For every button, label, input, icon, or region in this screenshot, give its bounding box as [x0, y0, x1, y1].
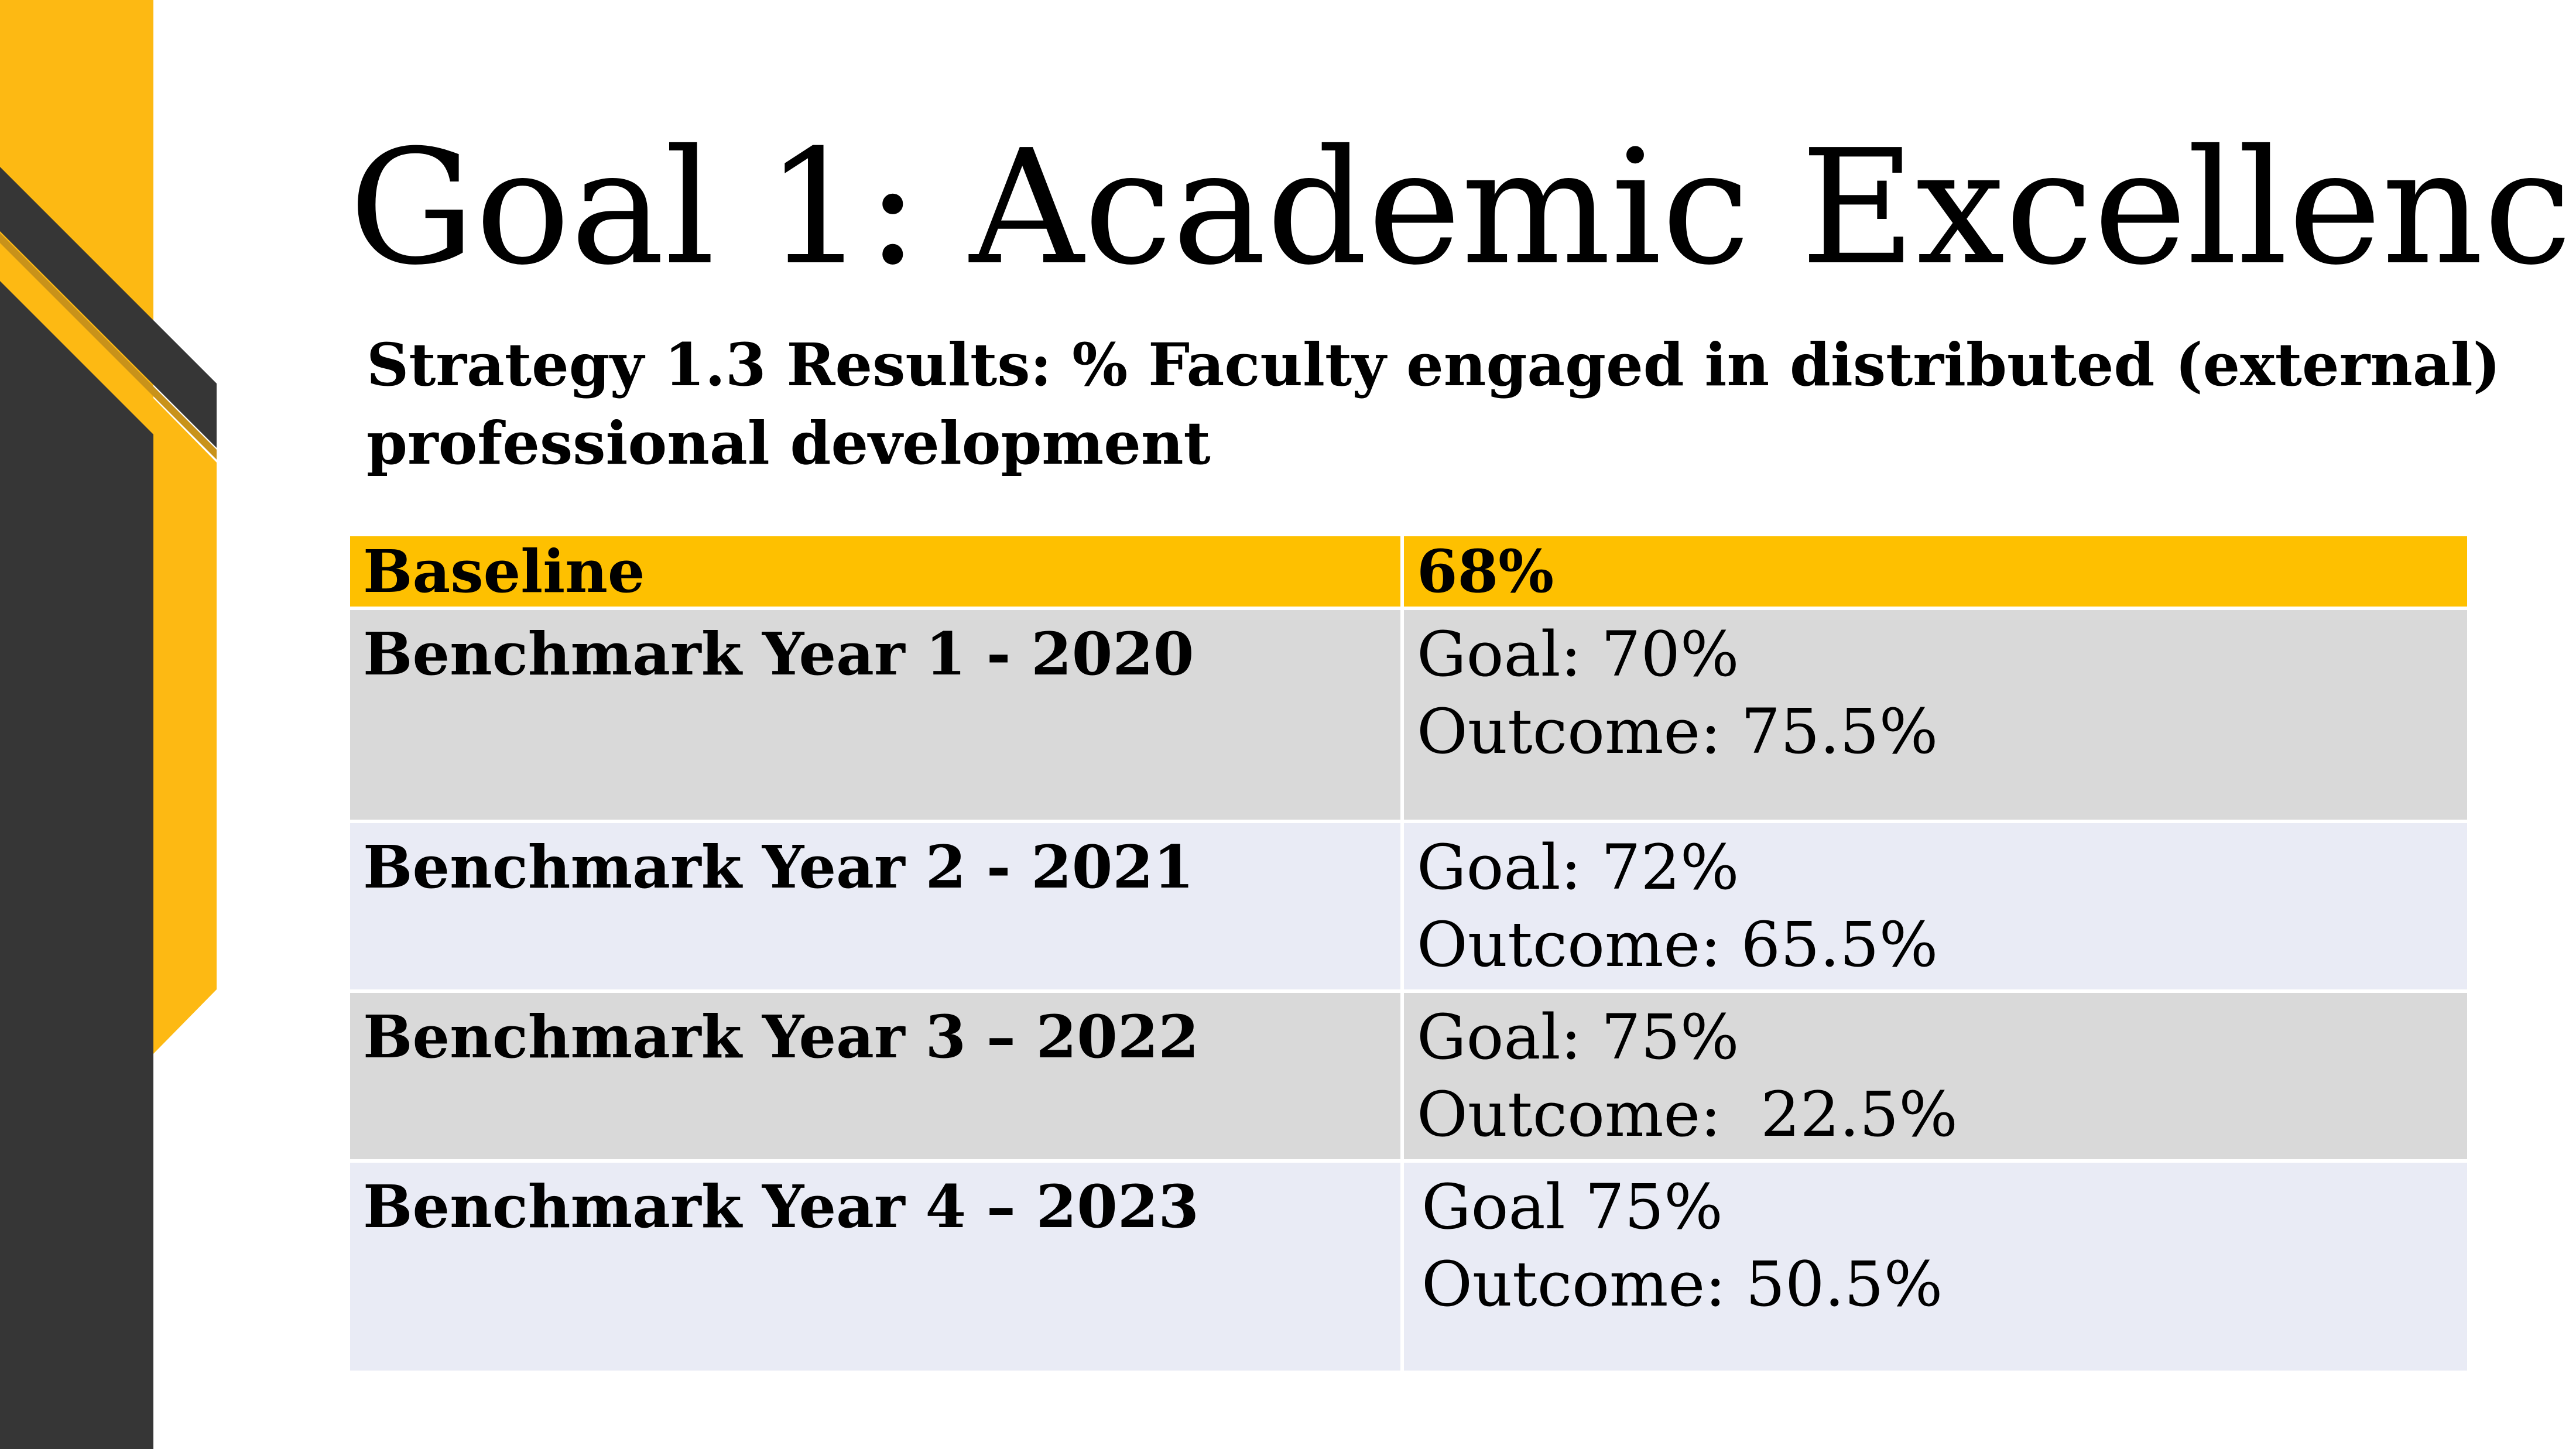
- gold-accent-line: [0, 233, 217, 460]
- goal-value: Goal: 70%: [1417, 618, 1739, 690]
- goal-value: Goal: 72%: [1417, 831, 1739, 903]
- baseline-value: 68%: [1400, 533, 2471, 610]
- outcome-value: Outcome: 50.5%: [1421, 1248, 1943, 1320]
- benchmark-label: Benchmark Year 1 - 2020: [347, 607, 1404, 823]
- benchmark-label: Benchmark Year 4 – 2023: [347, 1159, 1404, 1374]
- table-row: Benchmark Year 3 – 2022 Goal: 75% Outcom…: [347, 989, 2471, 1163]
- decorative-side-bars: [0, 0, 217, 1449]
- benchmark-value-cell: Goal: 70% Outcome: 75.5%: [1400, 607, 2471, 823]
- benchmark-value-cell: Goal 75% Outcome: 50.5%: [1400, 1159, 2471, 1374]
- baseline-label: Baseline: [347, 533, 1404, 610]
- outcome-value: Outcome: 65.5%: [1417, 909, 1938, 981]
- benchmark-label: Benchmark Year 3 – 2022: [347, 989, 1404, 1163]
- slide-subtitle: Strategy 1.3 Results: % Faculty engaged …: [366, 330, 2501, 478]
- benchmark-label: Benchmark Year 2 - 2021: [347, 820, 1404, 993]
- dark-stripe-shape: [0, 167, 217, 448]
- table-row: Benchmark Year 2 - 2021 Goal: 72% Outcom…: [347, 820, 2471, 993]
- table-row: Benchmark Year 4 – 2023 Goal 75% Outcome…: [347, 1159, 2471, 1374]
- outcome-value: Outcome: 22.5%: [1417, 1078, 1958, 1150]
- outcome-value: Outcome: 75.5%: [1417, 696, 1938, 768]
- goal-value: Goal: 75%: [1417, 1001, 1739, 1073]
- goal-value: Goal 75%: [1421, 1171, 1723, 1243]
- results-table: Baseline 68% Benchmark Year 1 - 2020 Goa…: [347, 533, 2471, 1374]
- table-row: Benchmark Year 1 - 2020 Goal: 70% Outcom…: [347, 607, 2471, 823]
- benchmark-value-cell: Goal: 75% Outcome: 22.5%: [1400, 989, 2471, 1163]
- dark-vertical-bar: [0, 281, 153, 1449]
- benchmark-value-cell: Goal: 72% Outcome: 65.5%: [1400, 820, 2471, 993]
- slide-title: Goal 1: Academic Excellence: [349, 115, 2576, 300]
- table-header-row: Baseline 68%: [347, 533, 2471, 610]
